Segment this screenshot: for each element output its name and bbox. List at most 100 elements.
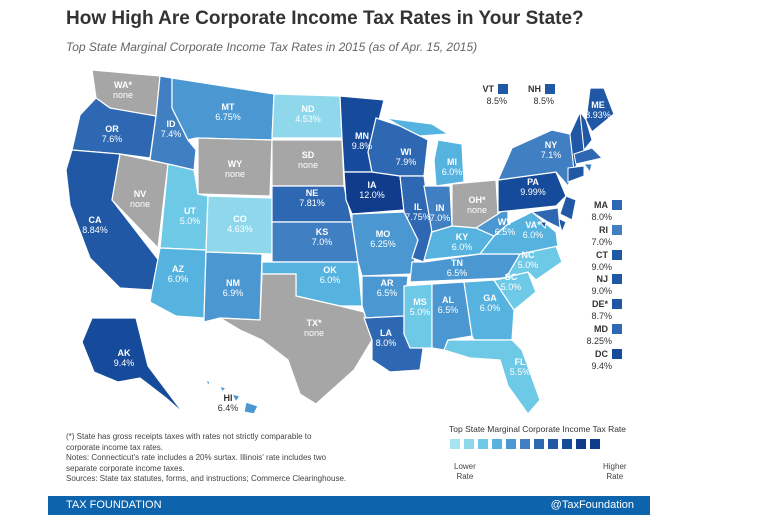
state-label-ak: AK	[118, 348, 131, 358]
state-value-wv: 6.5%	[495, 227, 516, 237]
key-value-ma: 8.0%	[591, 212, 612, 222]
state-label-wi: WI	[401, 147, 412, 157]
state-value-mo: 6.25%	[370, 239, 396, 249]
state-value-il: 7.75%	[405, 212, 431, 222]
key-swatch-ri	[612, 225, 622, 235]
state-label-me: ME	[591, 100, 605, 110]
state-label-il: IL	[414, 202, 423, 212]
state-nj[interactable]	[559, 195, 577, 221]
state-value-az: 6.0%	[168, 274, 189, 284]
state-ri[interactable]	[583, 163, 593, 174]
state-label-ia: IA	[368, 180, 378, 190]
state-label-sc: SC	[505, 272, 518, 282]
state-md[interactable]	[530, 207, 561, 229]
state-or[interactable]	[71, 97, 157, 159]
key-value-dc: 9.4%	[591, 361, 612, 371]
legend-swatch	[478, 439, 488, 449]
state-label-ut: UT	[184, 206, 196, 216]
state-label-nv: NV	[134, 189, 147, 199]
legend-swatch	[520, 439, 530, 449]
legend-swatch	[576, 439, 586, 449]
key-label-md: MD	[594, 324, 608, 334]
state-label-wv: WV	[498, 217, 513, 227]
state-value-fl: 5.5%	[510, 367, 531, 377]
state-label-ca: CA	[89, 215, 102, 225]
legend-swatch	[590, 439, 600, 449]
state-tx[interactable]	[219, 273, 373, 405]
state-label-ky: KY	[456, 232, 469, 242]
state-value-ar: 6.5%	[377, 288, 398, 298]
footnote-line: Sources: State tax statutes, forms, and …	[66, 474, 347, 483]
legend-high-label: Higher Rate	[603, 462, 627, 481]
state-label-al: AL	[442, 295, 454, 305]
legend-color-scale	[450, 439, 604, 449]
state-wv[interactable]	[474, 204, 509, 237]
state-il[interactable]	[399, 175, 433, 263]
state-value-sd: none	[298, 160, 318, 170]
state-value-sc: 5.0%	[501, 282, 522, 292]
state-label-mi: MI	[447, 157, 457, 167]
key-label-dc: DC	[595, 349, 608, 359]
state-value-la: 8.0%	[376, 338, 397, 348]
state-value-nd: 4.53%	[295, 114, 321, 124]
state-value-wi: 7.9%	[396, 157, 417, 167]
state-value-wy: none	[225, 169, 245, 179]
state-nh[interactable]	[579, 110, 593, 152]
state-label-hi: HI	[224, 393, 233, 403]
state-value-pa: 9.99%	[520, 187, 546, 197]
state-value-al: 6.5%	[438, 305, 459, 315]
state-ma[interactable]	[573, 147, 603, 165]
page-title: How High Are Corporate Income Tax Rates …	[66, 8, 584, 29]
legend-swatch	[506, 439, 516, 449]
state-label-sd: SD	[302, 150, 315, 160]
state-label-va: VA*	[525, 220, 541, 230]
state-value-ky: 6.0%	[452, 242, 473, 252]
state-value-ne: 7.81%	[299, 198, 325, 208]
state-hi[interactable]	[243, 401, 259, 415]
state-value-in: 7.0%	[430, 213, 451, 223]
state-value-nc: 5.0%	[518, 260, 539, 270]
state-label-wa: WA*	[114, 80, 132, 90]
state-ak[interactable]	[81, 317, 185, 415]
state-va[interactable]	[478, 211, 559, 255]
key-value-md: 8.25%	[586, 336, 612, 346]
state-label-la: LA	[380, 328, 392, 338]
state-value-ca: 8.84%	[82, 225, 108, 235]
key-value-nj: 9.0%	[591, 286, 612, 296]
state-hi[interactable]	[204, 378, 211, 388]
state-mi[interactable]	[385, 117, 450, 137]
state-value-tx: none	[304, 328, 324, 338]
state-label-nc: NC	[522, 250, 535, 260]
state-mi[interactable]	[433, 139, 465, 187]
state-label-co: CO	[233, 214, 247, 224]
state-value-nv: none	[130, 199, 150, 209]
state-ct[interactable]	[567, 165, 585, 183]
state-hi[interactable]	[230, 393, 241, 404]
state-dc[interactable]	[538, 221, 547, 230]
legend-low-label: Lower Rate	[454, 462, 476, 481]
key-value-de: 8.7%	[591, 311, 612, 321]
key-swatch-nj	[612, 274, 622, 284]
state-label-in: IN	[436, 203, 445, 213]
state-label-mn: MN	[355, 131, 369, 141]
state-hi[interactable]	[219, 385, 228, 394]
footnote-line: separate corporate income taxes.	[66, 463, 185, 473]
state-fl[interactable]	[443, 339, 541, 415]
key-value-vt: 8.5%	[486, 96, 507, 106]
state-label-nd: ND	[302, 104, 315, 114]
key-value-ct: 9.0%	[591, 262, 612, 272]
key-swatch-ct	[612, 250, 622, 260]
state-label-ms: MS	[413, 297, 427, 307]
state-label-ok: OK	[323, 265, 337, 275]
state-value-mt: 6.75%	[215, 112, 241, 122]
footer-handle[interactable]: @TaxFoundation	[550, 499, 634, 511]
key-swatch-md	[612, 324, 622, 334]
legend-title: Top State Marginal Corporate Income Tax …	[449, 424, 627, 434]
state-label-nm: NM	[226, 278, 240, 288]
state-value-ms: 5.0%	[410, 307, 431, 317]
state-wy[interactable]	[197, 137, 273, 197]
state-me[interactable]	[585, 87, 615, 133]
legend-swatch	[464, 439, 474, 449]
state-label-pa: PA	[527, 177, 539, 187]
footnotes: (*) State has gross receipts taxes with …	[66, 432, 396, 485]
